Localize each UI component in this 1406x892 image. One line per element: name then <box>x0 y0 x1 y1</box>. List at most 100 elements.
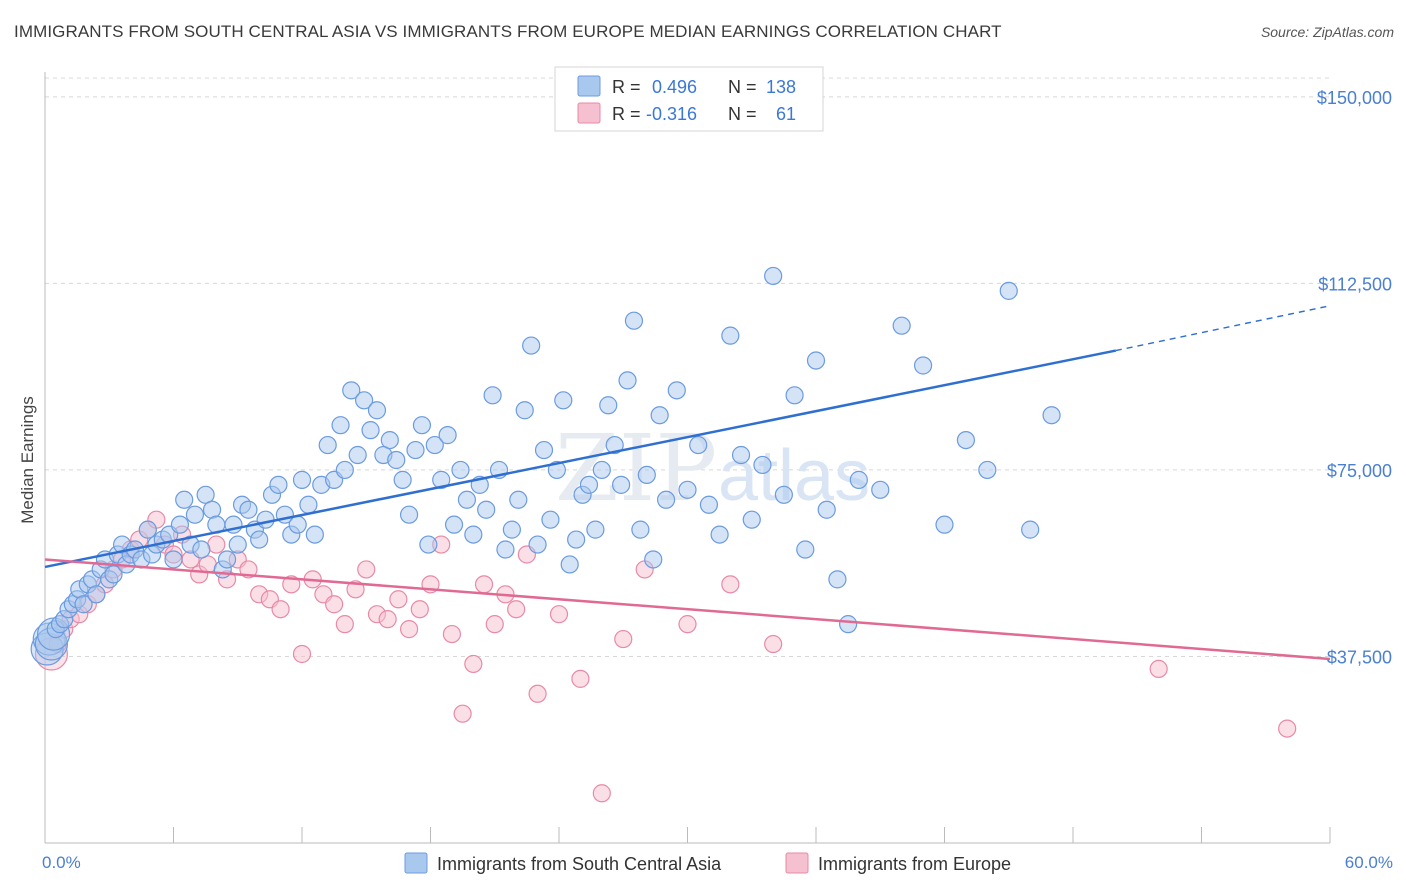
south-central-asia-point-119 <box>753 455 772 475</box>
south-central-asia-point-129 <box>871 480 890 499</box>
south-central-asia-point-133 <box>956 430 976 450</box>
y-tick-label-0: $37,500 <box>1327 647 1392 667</box>
south-central-asia-point-14 <box>87 585 106 604</box>
south-central-asia-point-82 <box>477 500 496 519</box>
south-central-asia-point-65 <box>367 401 387 420</box>
south-central-asia-point-57 <box>318 435 337 455</box>
south-central-asia-point-108 <box>644 550 663 569</box>
south-central-asia-point-136 <box>1021 520 1040 539</box>
south-central-asia-point-69 <box>393 470 412 489</box>
tick-labels: $37,500 $75,000 $112,500 $150,000 0.0% 60.0% <box>42 88 1393 872</box>
south-central-asia-point-61 <box>342 381 361 400</box>
south-central-asia-point-100 <box>592 460 611 480</box>
south-central-asia-point-55 <box>305 525 324 544</box>
bottom-legend: Immigrants from South Central Asia Immig… <box>404 852 1011 874</box>
europe-point-51 <box>549 605 569 624</box>
south-central-asia-point-34 <box>185 505 205 524</box>
europe-point-57 <box>721 575 740 594</box>
south-central-asia-point-121 <box>774 485 793 504</box>
south-central-asia-point-88 <box>515 401 534 420</box>
south-central-asia-point-83 <box>483 386 502 405</box>
south-central-asia-point-127 <box>839 615 858 634</box>
south-central-asia-point-67 <box>380 430 399 450</box>
legend-swatch-pink <box>577 102 601 124</box>
europe-point-56 <box>678 615 697 634</box>
south-central-asia-point-35 <box>192 540 211 559</box>
south-central-asia-point-77 <box>444 515 464 534</box>
south-central-asia-point-113 <box>689 435 708 455</box>
south-central-asia-point-76 <box>438 426 457 445</box>
south-central-asia-point-59 <box>331 416 350 435</box>
south-central-asia-point-122 <box>785 386 804 405</box>
south-central-asia-point-46 <box>250 530 269 549</box>
south-central-asia-point-71 <box>406 440 425 460</box>
south-central-asia-point-62 <box>348 445 367 465</box>
south-central-asia-point-110 <box>656 490 676 509</box>
legend-swatch-blue <box>577 75 601 97</box>
top-legend: R = 0.496 N = 138 R = -0.316 N = 61 <box>554 66 824 132</box>
south-central-asia-point-47 <box>256 510 275 529</box>
south-central-asia-point-86 <box>502 520 521 539</box>
legend-n-label-blue: N = <box>728 77 757 97</box>
south-central-asia-point-103 <box>612 475 631 494</box>
trend-line-south-central-asia-extension <box>1115 305 1331 352</box>
legend-n-label-pink: N = <box>728 104 757 124</box>
europe-point-42 <box>442 624 462 644</box>
europe-point-44 <box>464 654 483 674</box>
south-central-asia-point-137 <box>1042 406 1061 425</box>
south-central-asia-point-75 <box>432 470 451 489</box>
europe-point-53 <box>592 784 611 803</box>
south-central-asia-point-31 <box>170 515 190 534</box>
south-central-asia-point-118 <box>742 510 761 529</box>
south-central-asia-point-99 <box>586 520 605 539</box>
europe-point-26 <box>271 600 290 619</box>
south-central-asia-point-89 <box>522 336 541 355</box>
south-central-asia-point-132 <box>935 515 954 534</box>
axes <box>44 72 1331 844</box>
europe-point-32 <box>335 615 354 634</box>
bottom-legend-swatch-pink <box>785 852 809 874</box>
south-central-asia-point-37 <box>202 500 222 519</box>
bottom-legend-label-pink: Immigrants from Europe <box>818 854 1011 874</box>
south-central-asia-point-30 <box>164 550 183 569</box>
south-central-asia-point-54 <box>299 495 318 514</box>
south-central-asia-point-44 <box>239 500 258 519</box>
south-central-asia-point-104 <box>618 371 637 390</box>
europe-point-58 <box>764 634 783 654</box>
south-central-asia-point-130 <box>892 316 911 335</box>
south-central-asia-point-11 <box>74 595 93 614</box>
europe-point-46 <box>485 615 504 634</box>
south-central-asia-point-80 <box>464 525 483 544</box>
bottom-legend-label-blue: Immigrants from South Central Asia <box>437 854 722 874</box>
south-central-asia-point-72 <box>412 416 432 435</box>
y-axis-title: Median Earnings <box>18 396 37 524</box>
south-central-asia-point-79 <box>457 490 477 509</box>
south-central-asia-point-106 <box>631 520 650 539</box>
south-central-asia-point-135 <box>999 281 1018 300</box>
bottom-legend-swatch-blue <box>404 852 428 874</box>
trend-line-south-central-asia <box>44 349 1117 569</box>
legend-r-label-pink: R = <box>612 104 641 124</box>
south-central-asia-point-114 <box>699 495 719 514</box>
south-central-asia-point-93 <box>547 460 566 480</box>
south-central-asia-point-123 <box>796 540 815 559</box>
south-central-asia-point-52 <box>288 515 307 534</box>
gridlines <box>45 77 1330 657</box>
south-central-asia-point-85 <box>496 540 515 559</box>
europe-point-39 <box>410 600 429 619</box>
south-central-asia-point-125 <box>817 500 836 519</box>
south-central-asia-point-91 <box>534 440 554 460</box>
south-central-asia-point-87 <box>509 490 528 509</box>
europe-point-28 <box>292 644 312 664</box>
south-central-asia-point-92 <box>541 510 560 529</box>
south-central-asia-point-40 <box>217 550 237 569</box>
legend-n-value-pink: 61 <box>776 104 796 124</box>
south-central-asia-point-112 <box>678 480 697 499</box>
south-central-asia-point-134 <box>978 460 997 480</box>
europe-point-37 <box>389 590 408 609</box>
south-central-asia-point-94 <box>554 391 573 410</box>
south-central-asia-point-49 <box>269 475 288 494</box>
south-central-asia-point-131 <box>913 356 933 375</box>
south-central-asia-point-117 <box>731 445 751 465</box>
